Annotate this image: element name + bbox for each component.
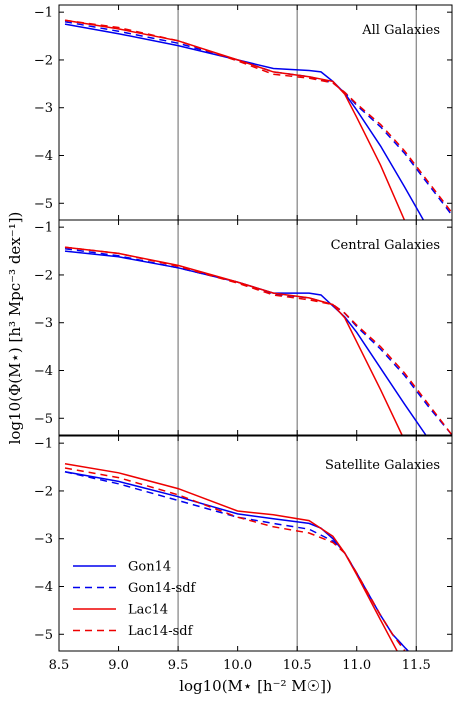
- panel-central-galaxies: −1 −2 −3 −4 −5 Central Galaxies: [34, 219, 453, 436]
- x-tick-label: 9.0: [108, 658, 129, 673]
- series-line-lac14: [64, 246, 403, 435]
- legend-label-gon14: Gon14: [128, 560, 171, 575]
- series-line-lac14: [64, 19, 406, 220]
- x-tick-label: 10.0: [223, 658, 252, 673]
- series-line-lac14: [64, 462, 398, 651]
- series-line-gon14-sdf: [64, 20, 452, 216]
- y-tick-label: −5: [34, 197, 53, 212]
- y-tick-label: −3: [34, 532, 53, 547]
- panel-frame: [58, 219, 453, 436]
- panel-all-galaxies: −1 −2 −3 −4 −5 All Galaxies: [34, 4, 453, 221]
- y-tick-label: −1: [34, 6, 53, 21]
- y-tick-label: −1: [34, 221, 53, 236]
- panel-title: Satellite Galaxies: [325, 458, 440, 473]
- panel-satellite-galaxies: −1 −2 −3 −4 −5 Satellite Galaxies: [34, 435, 453, 652]
- y-tick-label: −2: [34, 268, 53, 283]
- x-tick-label: 8.5: [49, 658, 70, 673]
- panel-frame: [58, 435, 453, 652]
- x-tick-label: 11.0: [342, 658, 371, 673]
- y-tick-label: −5: [34, 412, 53, 427]
- series-line-gon14: [64, 250, 427, 435]
- series-line-gon14: [64, 23, 425, 220]
- y-tick-label: −4: [34, 580, 53, 595]
- legend-label-lac14-sdf: Lac14-sdf: [128, 624, 194, 639]
- series-line-gon14-sdf: [64, 247, 452, 435]
- y-tick-label: −2: [34, 53, 53, 68]
- legend-label-gon14-sdf: Gon14-sdf: [128, 581, 197, 596]
- legend-label-lac14: Lac14: [128, 603, 168, 618]
- y-tick-label: −5: [34, 628, 53, 643]
- x-axis: 8.5 9.0 9.5 10.0 10.5 11.0 11.5: [49, 658, 431, 673]
- series-group: [64, 246, 452, 435]
- series-group: [64, 19, 452, 220]
- panel-title: All Galaxies: [361, 23, 440, 38]
- x-tick-label: 11.5: [402, 658, 431, 673]
- series-line-gon14-sdf: [64, 471, 410, 651]
- series-line-lac14-sdf: [64, 19, 452, 214]
- panels: −1 −2 −3 −4 −5 All Galaxies −1 −2 −3 −4 −5 Central …: [34, 4, 453, 652]
- series-line-lac14-sdf: [64, 246, 452, 435]
- series-line-gon14: [64, 471, 410, 651]
- y-tick-label: −2: [34, 484, 53, 499]
- series-line-lac14-sdf: [64, 467, 406, 651]
- legend: Gon14 Gon14-sdf Lac14 Lac14-sdf: [73, 560, 197, 639]
- x-axis-label: log10(M⋆ [h⁻² M☉]): [179, 677, 332, 695]
- y-tick-label: −1: [34, 437, 53, 452]
- y-tick-label: −3: [34, 316, 53, 331]
- x-tick-label: 9.5: [168, 658, 189, 673]
- y-tick-label: −4: [34, 364, 53, 379]
- x-tick-label: 10.5: [283, 658, 312, 673]
- y-axis-label: log10(Φ(M⋆) [h³ Mpc⁻³ dex⁻¹]): [6, 212, 24, 445]
- y-tick-label: −3: [34, 101, 53, 116]
- y-tick-label: −4: [34, 149, 53, 164]
- panel-title: Central Galaxies: [331, 238, 440, 253]
- series-group: [64, 462, 410, 651]
